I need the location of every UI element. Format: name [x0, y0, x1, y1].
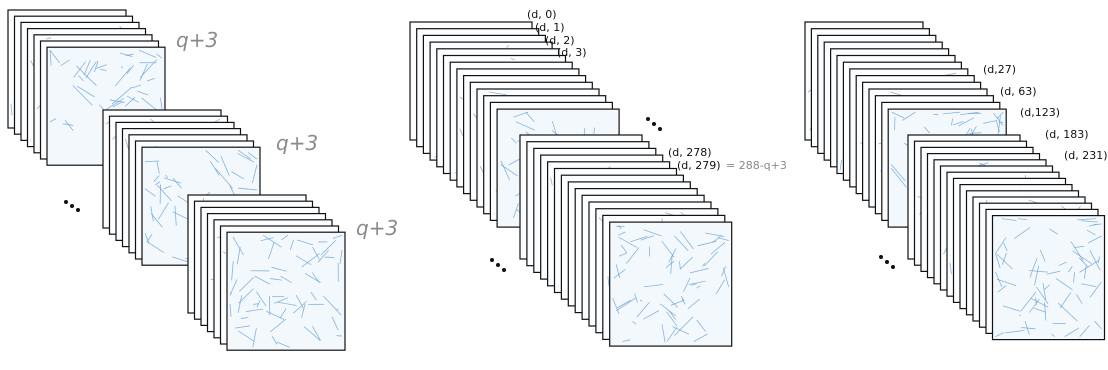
label: q+3 — [176, 28, 218, 52]
label: (d, 0) — [527, 8, 557, 21]
label: (d, 3) — [557, 46, 587, 59]
label: (d,27) — [983, 63, 1016, 76]
road — [211, 279, 214, 280]
label: (d, 278) — [668, 146, 712, 159]
frame — [993, 216, 1105, 340]
note: = 288-q+3 — [726, 159, 787, 172]
frame — [610, 222, 732, 346]
label: (d, 279) — [677, 159, 721, 172]
figure: q+3 q+3 q+3 (d, 0) (d, 1) (d, 2) (d, 3) … — [0, 0, 1108, 370]
road — [337, 336, 342, 337]
label: q+3 — [356, 216, 398, 240]
label: (d, 63) — [1000, 85, 1037, 98]
label: (d,123) — [1020, 106, 1060, 119]
label: (d, 231) — [1064, 149, 1108, 162]
label: q+3 — [276, 131, 318, 155]
label: (d, 1) — [535, 21, 565, 34]
frames — [8, 10, 1105, 350]
label: (d, 183) — [1045, 128, 1089, 141]
frame — [227, 232, 345, 350]
